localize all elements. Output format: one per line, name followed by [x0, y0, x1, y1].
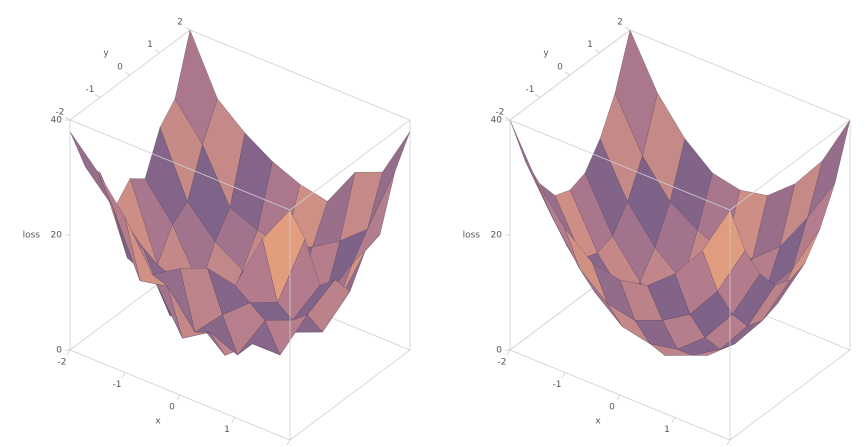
x-tick — [672, 418, 675, 423]
x-tick — [287, 440, 290, 445]
x-tick — [122, 373, 125, 378]
y-tick-label: 1 — [587, 40, 593, 50]
y-tick — [185, 27, 190, 30]
y-tick-label: 0 — [557, 63, 563, 73]
x-tick — [617, 395, 620, 400]
x-axis-label: x — [595, 417, 601, 427]
x-tick-label: -1 — [113, 380, 122, 390]
y-tick — [595, 50, 600, 53]
z-tick-label: 20 — [51, 231, 63, 241]
z-axis-label: loss — [463, 231, 481, 241]
z-axis-label: loss — [23, 231, 41, 241]
surface-cell — [70, 132, 113, 207]
figure: -2-1012-2-101202040xyloss-2-1012-2-10120… — [0, 0, 865, 447]
y-tick — [155, 50, 160, 53]
x-tick — [67, 350, 70, 355]
y-tick — [505, 117, 510, 120]
y-tick-label: 2 — [177, 18, 183, 28]
y-tick-label: 2 — [617, 18, 623, 28]
x-tick-label: 0 — [609, 403, 615, 413]
y-tick — [565, 72, 570, 75]
x-tick-label: 1 — [224, 425, 230, 435]
y-tick-label: 0 — [117, 63, 123, 73]
y-tick — [535, 95, 540, 98]
z-tick-label: 0 — [496, 346, 502, 356]
x-tick-label: 0 — [169, 403, 175, 413]
x-tick — [727, 440, 730, 445]
x-tick — [562, 373, 565, 378]
box-edge — [730, 350, 850, 440]
y-tick-label: -1 — [86, 85, 95, 95]
x-tick — [232, 418, 235, 423]
x-tick — [177, 395, 180, 400]
y-tick-label: -1 — [526, 85, 535, 95]
x-tick — [507, 350, 510, 355]
z-tick-label: 40 — [51, 116, 63, 126]
x-tick-label: 1 — [664, 425, 670, 435]
x-tick-label: -1 — [553, 380, 562, 390]
y-tick — [125, 72, 130, 75]
box-edge — [290, 350, 410, 440]
z-tick-label: 20 — [491, 231, 503, 241]
y-tick — [95, 95, 100, 98]
x-tick-label: -2 — [58, 358, 67, 368]
y-axis-label: y — [103, 49, 109, 59]
y-axis-label: y — [543, 49, 549, 59]
y-tick — [625, 27, 630, 30]
x-tick-label: -2 — [498, 358, 507, 368]
x-axis-label: x — [155, 417, 161, 427]
y-tick — [65, 117, 70, 120]
z-tick-label: 0 — [56, 346, 62, 356]
z-tick-label: 40 — [491, 116, 503, 126]
y-tick-label: 1 — [147, 40, 153, 50]
